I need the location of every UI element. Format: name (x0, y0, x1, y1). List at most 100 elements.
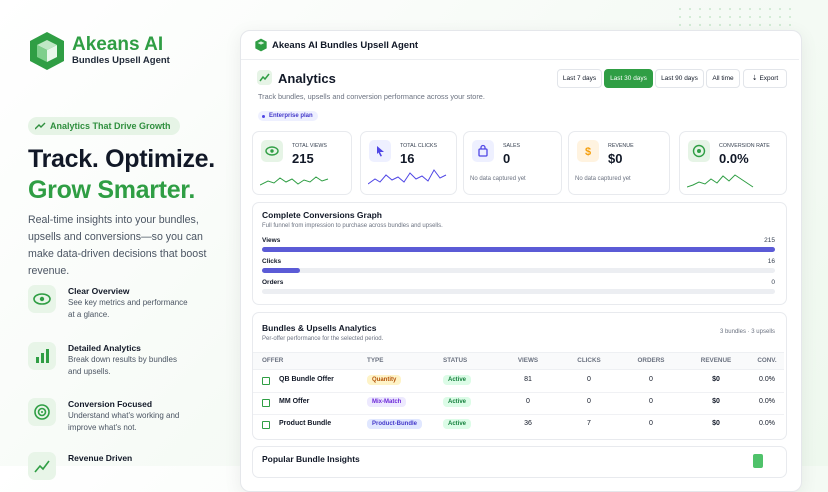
stat-glyph: $ (585, 146, 591, 158)
feature-title: Clear Overview (68, 286, 130, 296)
analytics-title: Analytics (278, 71, 336, 86)
decor-dot (679, 24, 681, 26)
cell: 0.0% (759, 376, 775, 383)
decor-dot (699, 24, 701, 26)
decor-bar (753, 454, 763, 468)
column-header: OFFER (262, 357, 284, 364)
stat-icon: $ (577, 140, 599, 162)
analytics-icon (257, 70, 272, 85)
divider (241, 59, 799, 60)
hero-pill-text: Analytics That Drive Growth (50, 121, 171, 131)
cell: 0 (649, 420, 653, 427)
decor-dot (769, 24, 771, 26)
decor-dot (769, 16, 771, 18)
decor-dot (779, 24, 781, 26)
column-header: STATUS (443, 357, 468, 364)
range-button[interactable]: Last 30 days (604, 69, 653, 88)
app-logo (255, 38, 267, 52)
decor-dot (699, 16, 701, 18)
stat-icon (688, 140, 710, 162)
cell: $0 (712, 398, 720, 405)
stat-card (568, 131, 670, 195)
funnel-card (252, 202, 787, 305)
trend-icon (35, 122, 46, 130)
column-header: VIEWS (517, 357, 539, 364)
stat-glyph (377, 146, 384, 157)
feature-desc: Break down results by bundles and upsell… (68, 355, 177, 376)
sparkline-path (260, 176, 329, 186)
feature-icon (28, 452, 56, 480)
app-header: Akeans AI Bundles Upsell Agent (272, 40, 419, 51)
offer-icon (262, 377, 270, 385)
analytics-subtitle: Track bundles, upsells and conversion pe… (258, 92, 485, 101)
headline: Track. Optimize. (28, 145, 215, 173)
export-label: Export (759, 75, 779, 82)
offer-name: QB Bundle Offer (279, 376, 334, 383)
stat-icon (261, 140, 283, 162)
column-header: TYPE (367, 357, 384, 364)
feature-glyph (33, 293, 51, 305)
status-tag: Active (443, 375, 472, 385)
column-header: CLICKS (577, 357, 601, 364)
plan-badge: Enterprise plan (258, 111, 318, 121)
funnel-title: Complete Conversions Graph (262, 210, 382, 220)
stat-glyph (692, 144, 706, 158)
cell: 0.0% (759, 420, 775, 427)
feature-glyph (36, 349, 49, 363)
type-tag: Product-Bundle (367, 419, 422, 429)
decor-dot (789, 16, 791, 18)
cell: 0 (526, 398, 530, 405)
funnel-bar (262, 247, 775, 252)
stat-value: $0 (608, 151, 623, 166)
decor-dot (789, 8, 791, 10)
feature-icon (28, 285, 56, 313)
stat-note: No data captured yet (470, 176, 526, 182)
plan-dot (262, 114, 265, 118)
funnel-value: 16 (767, 258, 775, 265)
decor-dot (719, 24, 721, 26)
export-button[interactable]: ⇣ Export (743, 69, 787, 88)
feature-desc: See key metrics and performance at a gla… (68, 298, 188, 319)
range-button[interactable]: All time (706, 69, 740, 88)
funnel-label: Clicks (262, 258, 282, 265)
hero-lead: Real-time insights into your bundles, up… (28, 214, 207, 277)
funnel-value: 0 (771, 279, 775, 286)
sparkline-path (687, 174, 754, 188)
decor-dot (679, 16, 681, 18)
decor-dot (729, 24, 731, 26)
row-divider (253, 414, 784, 415)
decor-dot (749, 16, 751, 18)
range-button[interactable]: Last 90 days (655, 69, 704, 88)
decor-dot (709, 24, 711, 26)
offer-icon (262, 421, 270, 429)
decor-dot (739, 24, 741, 26)
type-tag: Quantity (367, 375, 402, 385)
column-header: ORDERS (637, 357, 665, 364)
table-subtitle: Per-offer performance for the selected p… (262, 336, 384, 342)
decor-dot (759, 16, 761, 18)
decor-dot (709, 16, 711, 18)
analytics-glyph (259, 73, 270, 82)
decor-dot (719, 16, 721, 18)
offer-name: Product Bundle (279, 420, 332, 427)
stat-value: 0 (503, 151, 511, 166)
funnel-value: 215 (764, 237, 775, 244)
stat-value: 0.0% (719, 151, 749, 166)
stat-label: SALES (503, 143, 521, 149)
column-header: REVENUE (700, 357, 732, 364)
stat-icon (472, 140, 494, 162)
export-icon: ⇣ (751, 75, 758, 82)
logo-icon (30, 32, 64, 70)
decor-dot (749, 24, 751, 26)
stat-value: 215 (292, 151, 314, 166)
table-summary: 3 bundles · 3 upsells (719, 329, 775, 335)
feature-icon (28, 398, 56, 426)
sparkline-path (368, 169, 447, 185)
feature-title: Detailed Analytics (68, 343, 141, 353)
brand-tagline: Bundles Upsell Agent (72, 55, 170, 66)
feature-title: Conversion Focused (68, 399, 153, 409)
offer-icon (262, 399, 270, 407)
brand-name: Akeans AI (72, 34, 164, 55)
decor-dot (789, 24, 791, 26)
range-button[interactable]: Last 7 days (557, 69, 602, 88)
